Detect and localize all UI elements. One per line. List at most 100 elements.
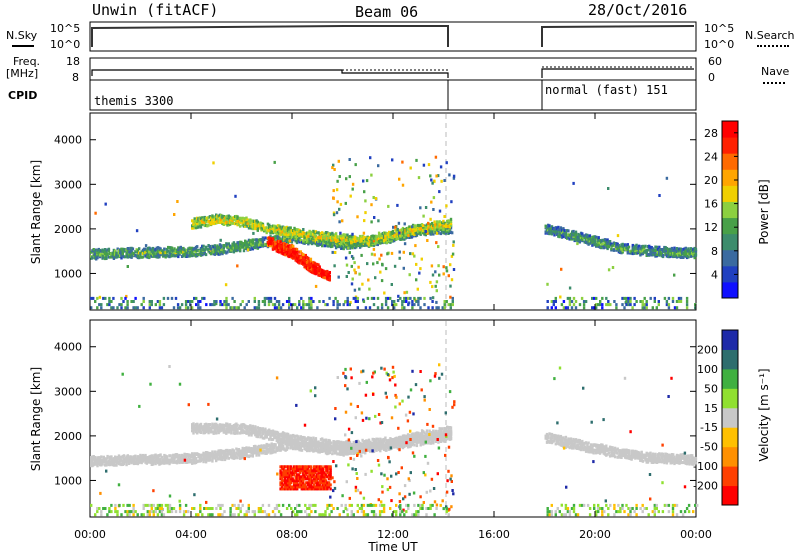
range-cell: [290, 246, 294, 250]
range-cell: [559, 226, 563, 230]
range-cell: [654, 249, 657, 253]
range-cell: [307, 234, 310, 238]
range-cell: [679, 300, 683, 303]
range-cell: [189, 303, 192, 307]
range-cell: [151, 462, 155, 466]
range-cell: [202, 429, 205, 433]
range-cell: [625, 246, 628, 250]
range-cell: [386, 252, 389, 256]
range-cell: [107, 459, 111, 463]
range-cell: [318, 272, 321, 276]
range-cell: [129, 252, 132, 256]
range-cell: [223, 303, 226, 307]
range-cell: [244, 245, 247, 249]
range-cell: [425, 225, 429, 229]
range-cell: [281, 250, 285, 254]
range-cell: [241, 216, 244, 220]
range-cell: [220, 215, 223, 219]
range-cell: [303, 259, 306, 263]
range-cell: [328, 232, 331, 236]
range-cell: [362, 240, 366, 244]
range-cell: [102, 296, 105, 300]
range-cell: [300, 448, 304, 452]
range-cell: [194, 457, 198, 460]
range-cell: [377, 231, 381, 235]
range-cell: [184, 306, 188, 310]
range-cell: [351, 277, 354, 281]
range-cell: [394, 225, 397, 229]
range-cell: [244, 217, 247, 221]
range-cell: [285, 243, 289, 247]
range-cell: [169, 454, 172, 458]
range-cell: [274, 235, 277, 239]
range-cell: [116, 306, 119, 310]
range-cell: [270, 225, 273, 229]
range-cell: [613, 242, 617, 246]
range-cell: [413, 233, 416, 236]
range-cell: [377, 236, 381, 240]
range-cell: [310, 303, 313, 307]
range-cell: [668, 254, 671, 258]
range-cell: [435, 228, 439, 231]
range-cell: [102, 455, 105, 459]
range-cell: [406, 445, 410, 449]
range-cell: [338, 452, 342, 456]
range-cell: [324, 449, 328, 453]
range-cell: [332, 213, 336, 217]
range-cell: [336, 179, 339, 183]
range-cell: [581, 232, 584, 236]
range-cell: [312, 237, 315, 241]
range-cell: [560, 231, 564, 235]
range-cell: [173, 460, 176, 464]
range-cell: [374, 242, 377, 246]
range-cell: [220, 449, 223, 453]
range-cell: [393, 303, 396, 307]
range-cell: [271, 444, 275, 448]
range-cell: [317, 241, 320, 245]
range-cell: [443, 300, 446, 303]
range-cell: [584, 240, 588, 244]
range-cell: [230, 426, 233, 430]
range-cell: [182, 254, 185, 258]
range-cell: [593, 239, 597, 243]
range-cell: [223, 424, 227, 428]
range-cell: [396, 446, 400, 450]
range-cell: [237, 221, 241, 225]
range-cell: [96, 306, 99, 310]
range-cell: [112, 460, 116, 464]
range-cell: [304, 260, 307, 264]
range-cell: [415, 231, 419, 235]
range-cell: [229, 306, 232, 310]
range-cell: [328, 451, 331, 455]
range-cell: [189, 250, 193, 254]
range-cell: [217, 431, 220, 435]
range-cell: [126, 252, 129, 256]
range-cell: [447, 223, 450, 227]
range-cell: [271, 446, 275, 450]
range-cell: [597, 303, 600, 307]
range-cell: [290, 233, 294, 237]
range-cell: [132, 252, 136, 256]
range-cell: [203, 431, 206, 435]
range-cell: [107, 462, 111, 466]
range-cell: [193, 452, 196, 456]
range-cell: [326, 303, 329, 307]
range-cell: [264, 242, 267, 246]
range-cell: [247, 430, 251, 434]
range-cell: [284, 243, 287, 247]
range-cell: [270, 242, 273, 246]
range-cell: [297, 254, 300, 258]
range-cell: [601, 296, 604, 300]
range-cell: [348, 245, 352, 249]
range-cell: [156, 253, 160, 257]
range-cell: [226, 430, 229, 434]
range-cell: [202, 451, 205, 455]
range-cell: [296, 306, 299, 310]
range-cell: [407, 296, 410, 300]
range-cell: [627, 300, 630, 303]
range-cell: [98, 255, 102, 259]
range-cell: [641, 303, 644, 307]
range-cell: [346, 450, 349, 453]
range-cell: [199, 422, 203, 426]
range-cell: [593, 236, 597, 240]
